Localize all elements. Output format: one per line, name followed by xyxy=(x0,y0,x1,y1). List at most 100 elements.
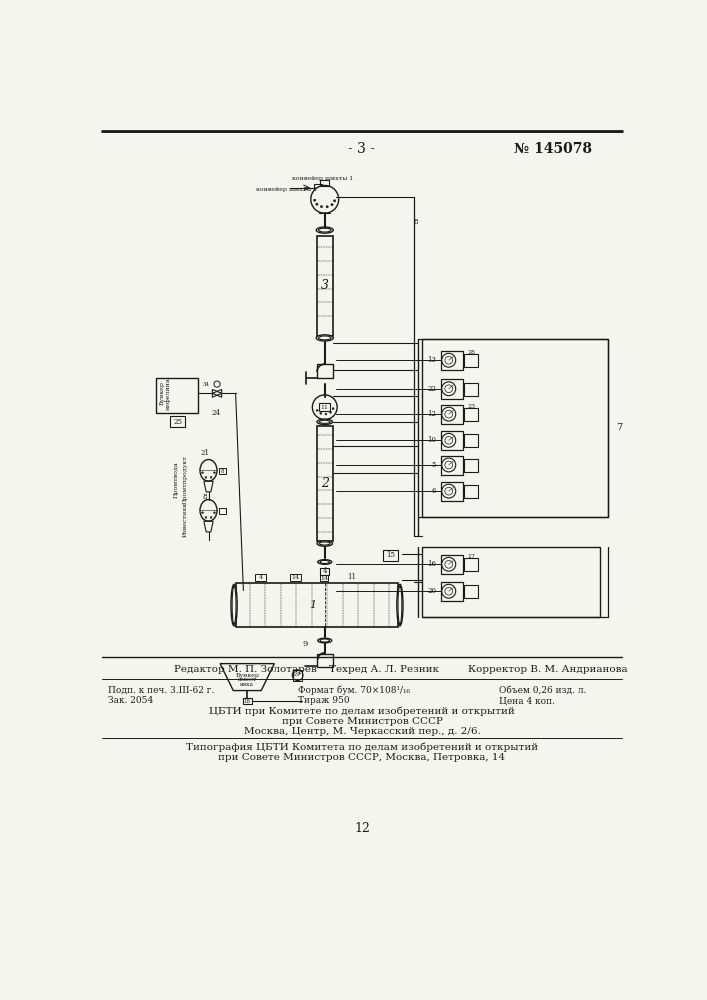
Text: - 3 -: - 3 - xyxy=(349,142,375,156)
Bar xyxy=(314,184,322,192)
Text: 6: 6 xyxy=(432,487,436,495)
Text: Зак. 2054: Зак. 2054 xyxy=(107,696,153,705)
Bar xyxy=(317,654,332,667)
Circle shape xyxy=(445,587,452,595)
Text: 11: 11 xyxy=(321,405,329,410)
Text: 18: 18 xyxy=(244,699,251,704)
Text: нефелина: нефелина xyxy=(165,377,171,410)
Text: 34: 34 xyxy=(203,382,210,387)
Text: 4: 4 xyxy=(258,575,262,580)
Text: Техред А. Л. Резник: Техред А. Л. Резник xyxy=(329,665,438,674)
Text: извест
няка: извест няка xyxy=(238,677,257,688)
Bar xyxy=(464,408,478,421)
Bar xyxy=(320,396,329,403)
Ellipse shape xyxy=(398,586,402,624)
Bar xyxy=(383,550,398,561)
Bar xyxy=(320,403,330,411)
Text: при Совете Министров СССР: при Совете Министров СССР xyxy=(281,717,443,726)
Text: Бункер: Бункер xyxy=(235,673,259,678)
Text: 24: 24 xyxy=(212,409,221,417)
Text: Промтвода: Промтвода xyxy=(173,461,178,498)
Bar xyxy=(320,180,329,186)
Bar xyxy=(421,547,600,617)
Text: 28: 28 xyxy=(467,350,475,355)
Circle shape xyxy=(316,203,318,205)
Text: 12: 12 xyxy=(354,822,370,835)
Bar xyxy=(320,575,328,581)
Ellipse shape xyxy=(320,420,330,423)
Text: Объем 0,26 изд. л.: Объем 0,26 изд. л. xyxy=(499,685,587,694)
Text: 12: 12 xyxy=(427,410,436,418)
Circle shape xyxy=(320,412,322,414)
Text: 9: 9 xyxy=(303,640,308,648)
Text: 4: 4 xyxy=(322,567,327,575)
Bar xyxy=(441,555,462,574)
Text: 3: 3 xyxy=(321,279,329,292)
Bar xyxy=(243,698,252,704)
Text: 17: 17 xyxy=(467,554,475,559)
Text: при Совете Министров СССР, Москва, Петровка, 14: при Совете Министров СССР, Москва, Петро… xyxy=(218,753,506,762)
Bar xyxy=(293,670,303,681)
Ellipse shape xyxy=(320,560,329,564)
Text: 16: 16 xyxy=(427,560,436,568)
Bar xyxy=(317,235,332,336)
Bar xyxy=(441,431,462,450)
Text: 8: 8 xyxy=(413,218,418,226)
Circle shape xyxy=(445,436,452,444)
Ellipse shape xyxy=(316,227,333,233)
Bar xyxy=(441,405,462,424)
Text: конвейер шихты 1: конвейер шихты 1 xyxy=(256,187,317,192)
Ellipse shape xyxy=(232,586,236,624)
Circle shape xyxy=(442,353,456,367)
Bar xyxy=(464,434,478,447)
Ellipse shape xyxy=(319,228,331,232)
Circle shape xyxy=(442,484,456,498)
Text: Цена 4 коп.: Цена 4 коп. xyxy=(499,696,555,705)
Bar xyxy=(441,456,462,475)
Ellipse shape xyxy=(317,560,332,564)
Circle shape xyxy=(214,472,216,474)
Bar xyxy=(255,574,266,581)
Text: 14: 14 xyxy=(321,576,329,581)
Bar xyxy=(441,582,462,601)
Text: 22: 22 xyxy=(427,385,436,393)
Bar xyxy=(320,568,329,575)
Circle shape xyxy=(445,461,452,469)
Circle shape xyxy=(332,408,334,410)
Circle shape xyxy=(320,205,322,208)
Bar xyxy=(464,383,478,396)
Bar xyxy=(235,583,398,627)
Text: 10: 10 xyxy=(427,436,436,444)
Ellipse shape xyxy=(320,542,330,545)
Ellipse shape xyxy=(397,584,403,626)
Circle shape xyxy=(442,382,456,396)
Text: Подп. к печ. 3.ІІІ-62 г.: Подп. к печ. 3.ІІІ-62 г. xyxy=(107,685,214,694)
Circle shape xyxy=(314,199,316,201)
Bar xyxy=(219,508,226,514)
Text: 7: 7 xyxy=(616,424,622,432)
Circle shape xyxy=(442,407,456,421)
Text: 14: 14 xyxy=(291,575,299,580)
Text: ЦБТИ при Комитете по делам изобретений и открытий: ЦБТИ при Комитете по делам изобретений и… xyxy=(209,707,515,716)
Circle shape xyxy=(205,516,207,518)
Bar xyxy=(464,558,478,571)
Text: конвейер шихты 1: конвейер шихты 1 xyxy=(292,176,353,181)
Text: 1: 1 xyxy=(310,600,317,610)
Circle shape xyxy=(442,584,456,598)
Ellipse shape xyxy=(317,638,332,643)
Bar xyxy=(464,354,478,367)
Text: 13: 13 xyxy=(428,356,436,364)
Circle shape xyxy=(445,560,452,568)
Circle shape xyxy=(445,487,452,495)
Ellipse shape xyxy=(200,460,217,481)
Circle shape xyxy=(311,185,339,213)
Ellipse shape xyxy=(317,419,332,425)
Text: 21: 21 xyxy=(200,449,209,457)
Text: 11: 11 xyxy=(347,573,356,581)
Ellipse shape xyxy=(231,584,237,626)
Bar xyxy=(317,364,332,378)
Bar xyxy=(441,351,462,370)
Circle shape xyxy=(325,413,327,415)
Text: Промтпродукт: Промтпродукт xyxy=(182,455,188,504)
Circle shape xyxy=(445,410,452,418)
